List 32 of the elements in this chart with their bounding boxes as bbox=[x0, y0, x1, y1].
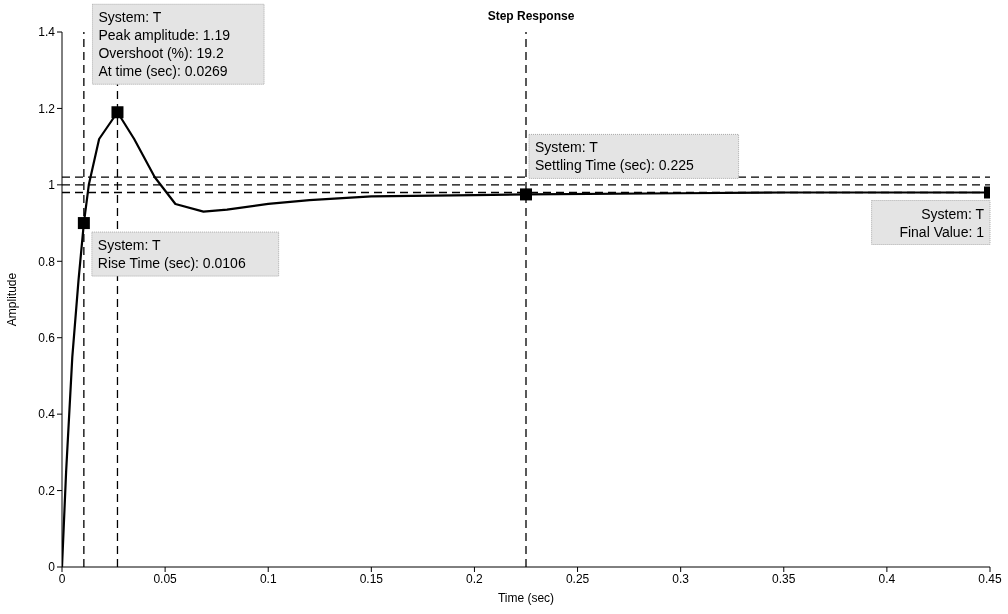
x-axis-title: Time (sec) bbox=[497, 591, 555, 605]
x-tick-label: 0.25 bbox=[565, 571, 590, 586]
callout-box: System: T Rise Time (sec): 0.0106 bbox=[91, 231, 280, 277]
x-tick-label: 0.1 bbox=[259, 571, 277, 586]
y-tick-label: 0.2 bbox=[38, 483, 56, 498]
x-tick-label: 0 bbox=[58, 571, 66, 586]
x-tick-label: 0.2 bbox=[466, 571, 484, 586]
callout-box: System: T Settling Time (sec): 0.225 bbox=[528, 133, 740, 179]
y-tick-label: 0.6 bbox=[38, 330, 56, 345]
y-tick-label: 1.4 bbox=[38, 25, 56, 40]
annotation: System: T Final Value: 1 bbox=[899, 205, 985, 240]
x-tick-label: 0.3 bbox=[672, 571, 690, 586]
y-tick-label: 1.2 bbox=[38, 101, 56, 116]
annotation: System: T Rise Time (sec): 0.0106 bbox=[97, 237, 246, 272]
x-tick-label: 0.35 bbox=[772, 571, 796, 586]
y-tick-label: 0.8 bbox=[38, 254, 56, 269]
x-tick-label: 0.4 bbox=[878, 571, 896, 586]
y-tick-label: 0.4 bbox=[38, 407, 56, 422]
point bbox=[111, 106, 124, 119]
callout-box: System: T Peak amplitude: 1.19 Overshoot (%): 19.2 At time (sec): 0.0269 bbox=[91, 3, 265, 85]
y-axis-title: Amplitude bbox=[5, 272, 20, 327]
x-tick-label: 0.15 bbox=[359, 571, 384, 586]
callout-box: System: T Final Value: 1 bbox=[871, 200, 991, 245]
annotation: System: T Peak amplitude: 1.19 Overshoot (%): 19.2 At time (sec): 0.0269 bbox=[98, 9, 231, 80]
annotation: System: T Settling Time (sec): 0.225 bbox=[535, 139, 694, 174]
chart-title: Step Response bbox=[487, 9, 575, 23]
y-tick-label: 0 bbox=[48, 560, 56, 575]
point bbox=[77, 217, 90, 230]
x-tick-label: 0.45 bbox=[978, 571, 1002, 586]
x-tick-label: 0.05 bbox=[153, 571, 178, 586]
point bbox=[520, 188, 532, 201]
y-tick-label: 1 bbox=[48, 178, 56, 193]
